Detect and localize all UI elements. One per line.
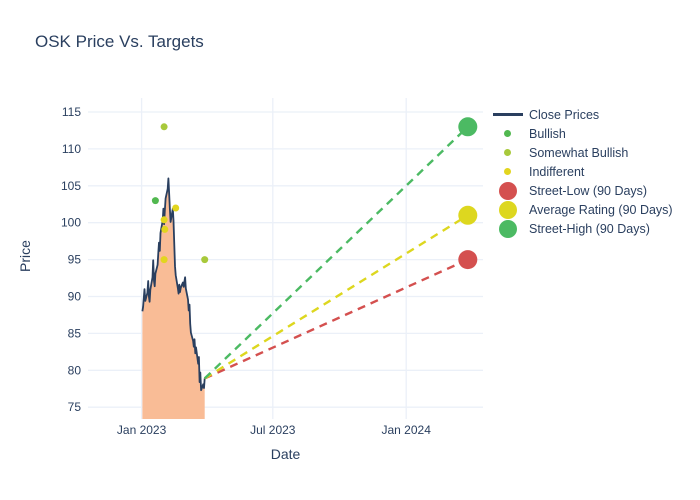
legend-item-close-prices[interactable]: Close Prices	[489, 105, 673, 124]
x-axis-title: Date	[270, 446, 301, 462]
indifferent-dot-icon	[489, 162, 526, 181]
rating-dot-indifferent[interactable]	[172, 204, 180, 212]
y-tick-label: 80	[68, 363, 82, 377]
legend-item-average-rating[interactable]: Average Rating (90 Days)	[489, 200, 673, 219]
street-low-dot-icon	[489, 181, 526, 200]
legend-label: Average Rating (90 Days)	[529, 202, 673, 217]
legend-label: Bullish	[529, 126, 566, 141]
legend-item-somewhat-bullish[interactable]: Somewhat Bullish	[489, 143, 673, 162]
close-price-line[interactable]	[141, 177, 206, 392]
x-tick-label: Jul 2023	[250, 423, 296, 437]
y-tick-label: 100	[61, 216, 81, 230]
legend-label: Close Prices	[529, 107, 600, 122]
legend-item-street-high[interactable]: Street-High (90 Days)	[489, 219, 673, 238]
legend-label: Indifferent	[529, 164, 585, 179]
legend-label: Street-High (90 Days)	[529, 221, 650, 236]
y-tick-label: 115	[62, 105, 81, 119]
legend: Close Prices Bullish Somewhat Bullish In…	[489, 105, 673, 238]
y-tick-label: 105	[61, 179, 81, 193]
rating-dot-indifferent[interactable]	[161, 225, 169, 233]
target-line-street-low[interactable]	[204, 258, 469, 380]
legend-label: Street-Low (90 Days)	[529, 183, 648, 198]
rating-dot-bullish[interactable]	[151, 197, 159, 205]
y-tick-label: 95	[68, 253, 82, 267]
legend-item-bullish[interactable]: Bullish	[489, 124, 673, 143]
target-line-street-high[interactable]	[203, 125, 469, 380]
rating-dot-indifferent[interactable]	[160, 256, 168, 264]
average-rating-dot-icon	[489, 200, 526, 219]
target-dot-street-high[interactable]	[458, 117, 478, 137]
y-tick-label: 75	[68, 400, 82, 414]
close-price-area[interactable]	[142, 178, 205, 419]
street-high-dot-icon	[489, 219, 526, 238]
y-tick-label: 110	[62, 142, 81, 156]
chart-title: OSK Price Vs. Targets	[35, 32, 204, 51]
rating-dot-somewhat-bullish[interactable]	[160, 123, 168, 131]
legend-label: Somewhat Bullish	[529, 145, 629, 160]
y-tick-label: 85	[68, 326, 82, 340]
rating-dot-somewhat-bullish[interactable]	[201, 256, 209, 264]
legend-item-indifferent[interactable]: Indifferent	[489, 162, 673, 181]
somewhat-bullish-dot-icon	[489, 143, 526, 162]
y-tick-label: 90	[68, 290, 82, 304]
target-dot-average-rating[interactable]	[458, 205, 478, 225]
bullish-dot-icon	[489, 124, 526, 143]
legend-item-street-low[interactable]: Street-Low (90 Days)	[489, 181, 673, 200]
x-tick-label: Jan 2024	[382, 423, 432, 437]
target-line-average-rating[interactable]	[204, 214, 469, 380]
rating-dot-indifferent[interactable]	[160, 216, 168, 224]
target-dot-street-low[interactable]	[458, 250, 478, 270]
x-tick-label: Jan 2023	[117, 423, 167, 437]
close-prices-line-swatch	[489, 105, 526, 124]
y-axis-title: Price	[17, 240, 33, 272]
